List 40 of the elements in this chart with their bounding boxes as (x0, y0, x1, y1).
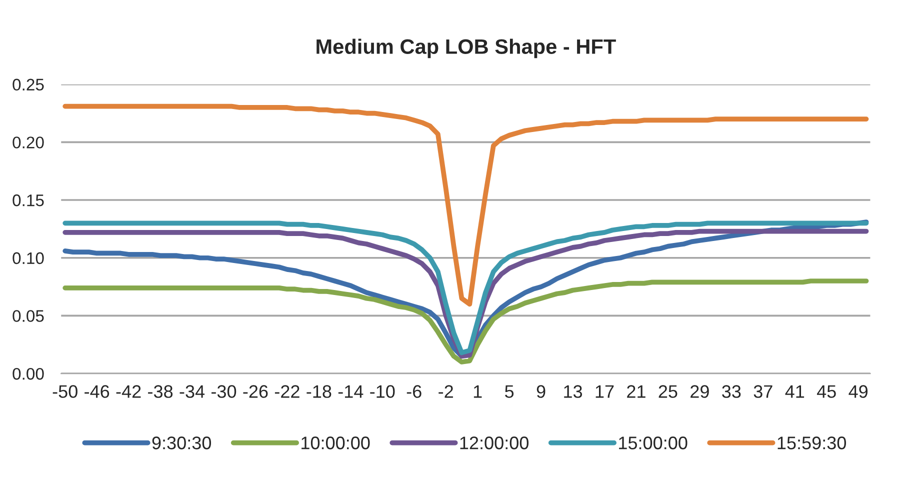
x-tick-label: -30 (212, 385, 236, 398)
x-tick-label: -50 (52, 385, 78, 398)
x-tick-label: 49 (848, 385, 868, 398)
x-tick-label: 45 (816, 385, 836, 398)
legend-label: 12:00:00 (460, 436, 529, 450)
y-tick-label: 0.15 (12, 194, 44, 206)
x-tick-label: -2 (438, 385, 453, 398)
x-tick-label: 9 (536, 385, 546, 398)
x-tick-label: -26 (243, 385, 268, 398)
x-tick-label: 1 (474, 385, 482, 398)
legend-label: 9:30:30 (152, 436, 212, 450)
y-tick-label: 0.00 (12, 368, 44, 380)
chart-title: Medium Cap LOB Shape - HFT (316, 38, 616, 58)
x-tick-label: 25 (658, 385, 678, 398)
x-tick-label: -18 (306, 385, 332, 398)
x-tick-label: 29 (690, 385, 709, 398)
legend-label: 10:00:00 (302, 436, 370, 450)
x-tick-label: -46 (84, 385, 110, 398)
x-tick-label: -38 (148, 385, 173, 398)
x-tick-label: -34 (180, 385, 205, 398)
legend-label: 15:59:30 (778, 436, 846, 450)
x-tick-label: 21 (627, 385, 646, 398)
line-series (62, 104, 869, 307)
x-tick-label: 33 (722, 385, 741, 398)
x-tick-label: -6 (406, 385, 422, 398)
x-tick-label: 5 (505, 385, 514, 398)
x-tick-label: -14 (338, 385, 364, 398)
y-tick-label: 0.25 (12, 78, 44, 91)
x-tick-label: -10 (370, 385, 395, 398)
x-tick-label: 13 (564, 385, 582, 398)
y-tick-label: 0.10 (12, 252, 44, 264)
x-tick-label: 37 (754, 385, 772, 398)
line-series (62, 278, 869, 364)
x-tick-label: -42 (116, 385, 141, 398)
x-tick-label: 17 (596, 385, 614, 398)
x-tick-label: 41 (785, 385, 804, 398)
y-tick-label: 0.20 (12, 136, 44, 148)
legend-label: 15:00:00 (619, 436, 688, 450)
y-tick-label: 0.05 (12, 310, 44, 322)
x-tick-label: -22 (274, 385, 300, 398)
